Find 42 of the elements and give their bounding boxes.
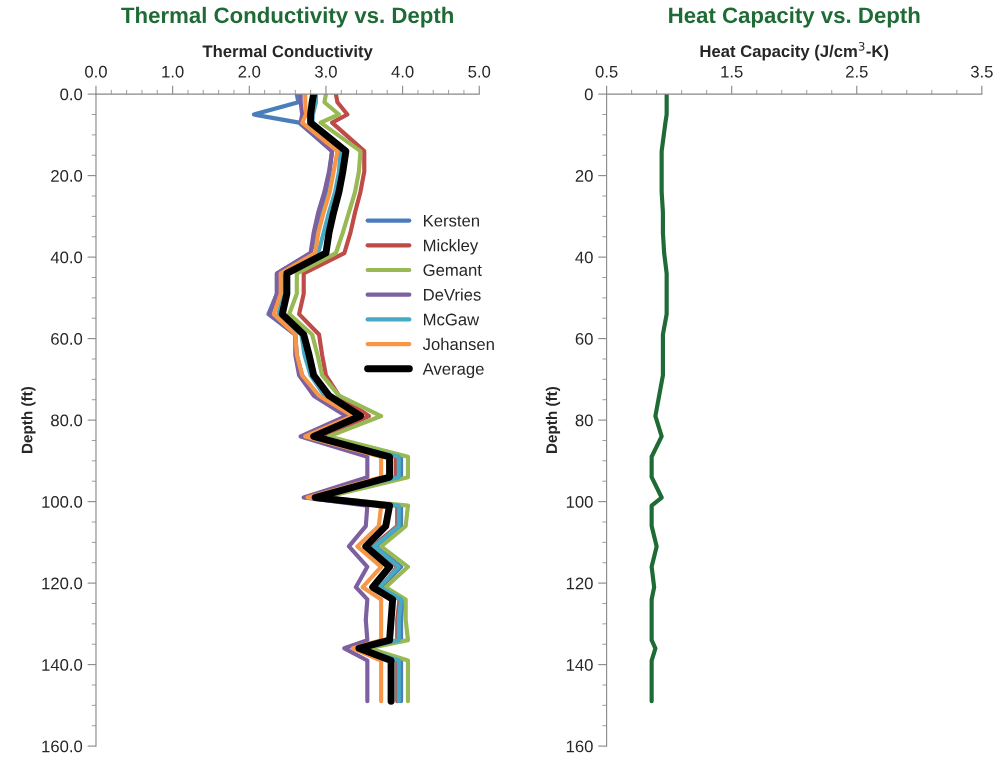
y-tick-label: 120	[566, 577, 593, 590]
x-tick-label: 5.0	[468, 65, 491, 78]
x-tick-label: 1.0	[162, 65, 184, 78]
y-tick-label: 20	[575, 170, 593, 182]
legend-label: DeVries	[424, 288, 481, 301]
y-tick-label: 60	[575, 333, 593, 345]
y-tick-label: 0	[584, 88, 593, 101]
legend-label: Gemant	[423, 264, 482, 276]
y-tick-label: 160	[566, 740, 593, 753]
x-axis-title: Thermal Conductivity	[202, 44, 373, 61]
legend-label: Kersten	[424, 214, 479, 227]
chart-title: Heat Capacity vs. Depth	[669, 6, 920, 28]
x-tick-label: 1.5	[721, 66, 743, 78]
x-tick-label: 4.0	[391, 65, 414, 78]
x-tick-label: 3.0	[315, 65, 337, 78]
y-tick-label: 140	[566, 659, 593, 671]
x-axis-title: Heat Capacity (J/cm$^{3}$-K)	[700, 41, 889, 61]
y-tick-label: 40	[575, 251, 593, 264]
x-tick-label: 0.0	[85, 65, 107, 78]
y-tick-label: 40.0	[50, 251, 83, 264]
legend-label: McGaw	[424, 313, 480, 326]
x-tick-label: 0.5	[595, 65, 618, 78]
y-axis-title: Depth (ft)	[545, 386, 561, 454]
y-tick-label: 60.0	[51, 333, 83, 345]
y-tick-label: 20.0	[51, 170, 83, 182]
x-tick-label: 2.0	[238, 65, 261, 78]
y-tick-label: 120.0	[42, 577, 83, 590]
line-series	[649, 94, 669, 704]
chart-title: Thermal Conductivity vs. Depth	[121, 6, 453, 28]
y-tick-label: 100.0	[42, 496, 83, 508]
y-tick-label: 0.0	[60, 88, 83, 101]
legend-label: Mickley	[424, 239, 479, 255]
y-tick-label: 160.0	[42, 740, 83, 753]
y-tick-label: 140.0	[42, 659, 83, 671]
y-tick-label: 80	[575, 414, 593, 427]
y-axis-title: Depth (ft)	[21, 386, 36, 454]
x-tick-label: 3.5	[970, 65, 993, 78]
legend-label: Johansen	[422, 337, 494, 351]
y-tick-label: 80.0	[51, 414, 83, 427]
legend-label: Average	[422, 363, 484, 379]
y-tick-label: 100	[566, 496, 593, 508]
x-tick-label: 2.5	[846, 65, 868, 78]
